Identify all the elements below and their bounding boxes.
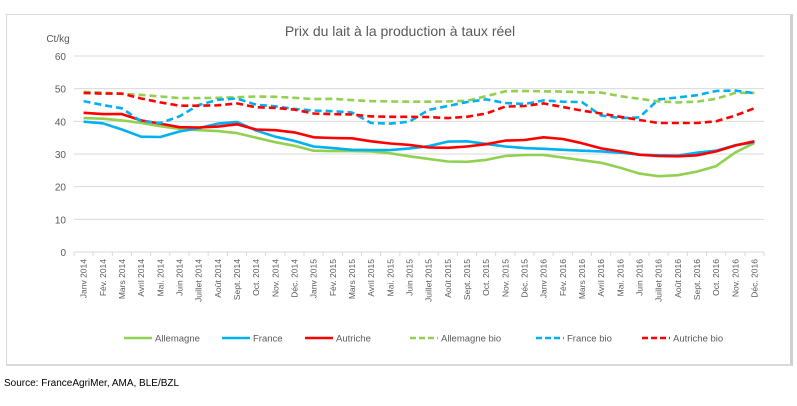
- x-tick-label: Juin 2016: [634, 259, 644, 296]
- y-tick-label: 10: [55, 215, 67, 226]
- chart-frame: [6, 14, 793, 366]
- x-tick-label: Avril 2015: [366, 259, 376, 297]
- series-line-autriche-bio: [83, 91, 755, 125]
- x-tick-label: Déc. 2015: [519, 259, 529, 298]
- legend-label: Allemagne: [155, 334, 200, 345]
- x-tick-label: Juin 2015: [404, 259, 414, 296]
- legend-label: Autriche: [336, 334, 371, 345]
- y-tick-label: 30: [55, 150, 67, 161]
- x-tick-label: Mars 2015: [347, 259, 357, 299]
- x-tick-label: Juillet 2016: [654, 259, 664, 302]
- x-tick-label: Mars 2014: [117, 259, 127, 299]
- legend-label: Allemagne bio: [441, 334, 501, 345]
- x-tick-label: Sept. 2015: [462, 259, 472, 300]
- x-tick-label: Déc. 2014: [289, 259, 299, 298]
- y-tick-label: 40: [55, 117, 67, 128]
- x-tick-label: Août 2015: [443, 259, 453, 298]
- y-tick-label: 0: [60, 248, 66, 259]
- x-tick-label: Oct. 2014: [251, 259, 261, 296]
- series-line-france-bio: [83, 89, 755, 125]
- x-tick-label: Fév. 2015: [328, 259, 338, 296]
- x-tick-label: Janv 2015: [309, 259, 319, 298]
- series-line-autriche: [83, 111, 755, 158]
- x-tick-label: Nov. 2016: [730, 259, 740, 297]
- x-tick-label: Fév. 2016: [558, 259, 568, 296]
- chart-title: Prix du lait à la production à taux réel: [285, 23, 515, 39]
- x-tick-label: Août 2014: [213, 259, 223, 298]
- x-tick-label: Mars 2016: [577, 259, 587, 299]
- series-lines: [83, 89, 755, 178]
- x-tick-label: Oct. 2015: [481, 259, 491, 296]
- x-tick-label: Avril 2014: [136, 259, 146, 297]
- y-axis-label: Ct/kg: [46, 34, 69, 45]
- x-tick-label: Nov. 2014: [270, 259, 280, 297]
- legend-label: France bio: [567, 334, 612, 345]
- legend-label: Autriche bio: [673, 334, 723, 345]
- x-tick-label: Janv 2016: [539, 259, 549, 298]
- y-tick-labels: 0 10 20 30 40 50 60: [55, 52, 67, 259]
- x-tick-label: Mai. 2016: [615, 259, 625, 297]
- y-tick-label: 20: [55, 183, 67, 194]
- x-tick-label: Avril 2016: [596, 259, 606, 297]
- x-tick-label: Sept. 2016: [692, 259, 702, 300]
- x-tick-label: Juin 2014: [174, 259, 184, 296]
- y-tick-label: 60: [55, 52, 67, 63]
- x-tick-label: Juillet 2014: [194, 259, 204, 302]
- x-tick-label: Nov. 2015: [500, 259, 510, 297]
- x-tick-label: Août 2016: [673, 259, 683, 298]
- legend-label: France: [253, 334, 283, 345]
- x-tick-label: Janv 2014: [79, 259, 89, 298]
- x-tick-label: Déc. 2016: [749, 259, 759, 298]
- source-note: Source: FranceAgriMer, AMA, BLE/BZL: [4, 378, 180, 389]
- x-tick-label: Sept. 2014: [232, 259, 242, 300]
- x-tick-label: Mai. 2014: [155, 259, 165, 297]
- x-tick-label: Fév. 2014: [98, 259, 108, 296]
- gridlines: [74, 55, 764, 220]
- x-tick-label: Oct. 2016: [711, 259, 721, 296]
- x-tick-label: Mai. 2015: [385, 259, 395, 297]
- legend: Allemagne France Autriche Allemagne bio Fran…: [124, 334, 723, 345]
- y-tick-label: 50: [55, 85, 67, 96]
- series-line-allemagne-bio: [83, 89, 755, 104]
- x-axis: Janv 2014 Fév. 2014 Mars 2014 Avril 2014 Mai…: [73, 251, 765, 302]
- x-tick-label: Juillet 2015: [424, 259, 434, 302]
